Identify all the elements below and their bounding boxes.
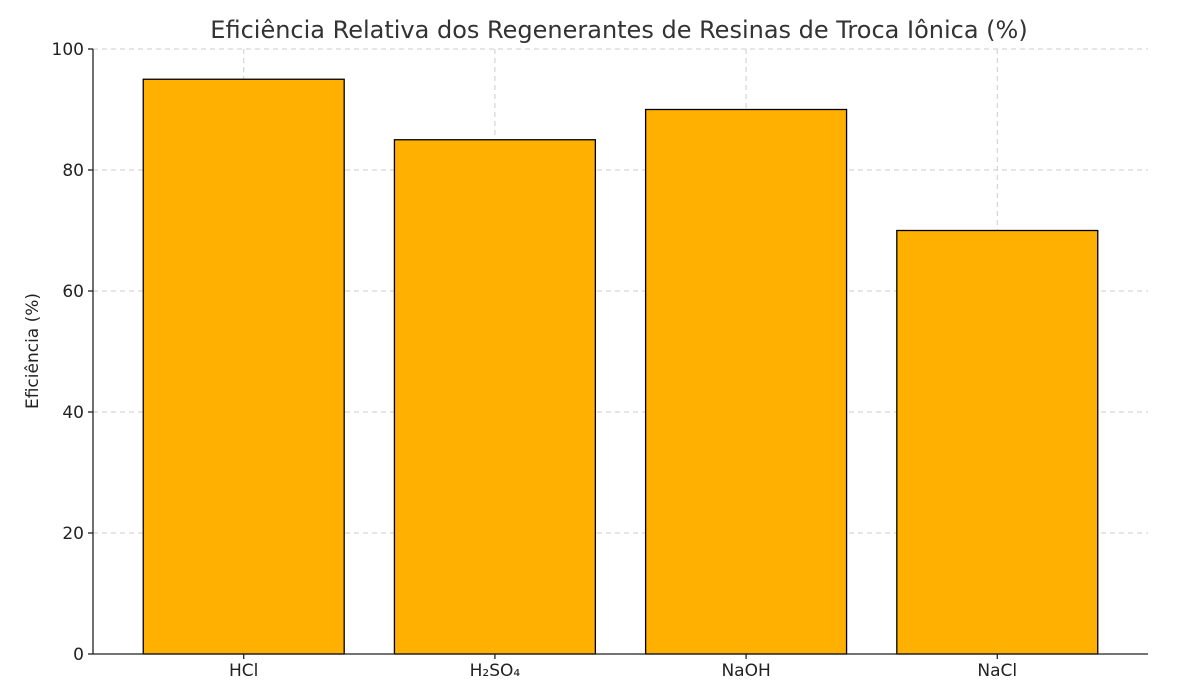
y-axis-label: Eficiência (%) [23,293,43,409]
x-tick-label: NaCl [977,661,1017,681]
y-tick-label: 40 [62,403,84,423]
x-tick-label: NaOH [721,661,770,681]
x-tick-label: H₂SO₄ [470,661,521,681]
bar-3 [896,229,1099,655]
y-tick-label: 100 [52,40,84,60]
bar-1 [393,139,597,655]
y-tick-label: 0 [73,645,84,665]
bars [142,78,1099,655]
bar-2 [644,108,848,655]
y-tick-label: 20 [62,524,84,544]
y-tick-label: 80 [62,161,84,181]
x-axis-ticks: HCl H₂SO₄ NaOH NaCl [229,654,1017,681]
chart-title: Eficiência Relativa dos Regenerantes de … [210,16,1027,44]
y-axis-ticks: 0 20 40 60 80 100 [52,40,93,665]
axes [92,49,1148,655]
y-tick-label: 60 [62,282,84,302]
x-tick-label: HCl [229,661,258,681]
bar-0 [142,78,345,655]
